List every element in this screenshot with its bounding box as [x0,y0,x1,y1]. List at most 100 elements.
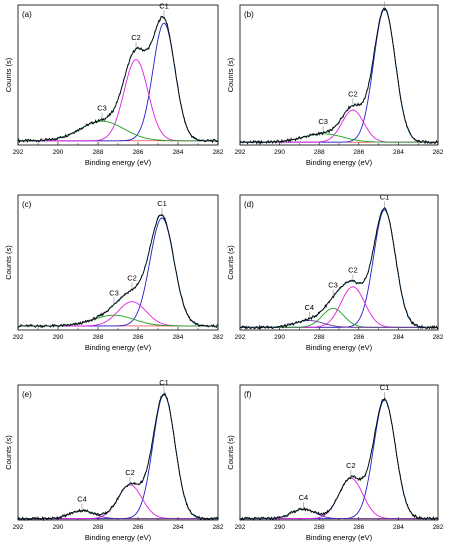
peak-label-c1: C1 [380,193,390,202]
envelope-curve [17,16,218,142]
x-tick-label: 284 [173,334,184,341]
x-tick-label: 290 [274,524,285,531]
x-tick-label: 290 [53,334,64,341]
x-tick-label: 282 [433,524,444,531]
peak-label-c2: C2 [348,89,358,98]
y-axis-label: Counts (s) [4,57,13,92]
x-tick-label: 292 [13,149,24,156]
peak-label-c3: C3 [328,281,338,290]
x-tick-label: 292 [13,524,24,531]
x-tick-label: 292 [13,334,24,341]
peak-label-c4: C4 [299,493,309,502]
peak-label-c2: C2 [131,33,141,42]
x-axis-label: Binding energy (eV) [85,158,152,167]
x-tick-label: 284 [393,524,404,531]
peak-label-c2: C2 [127,274,137,283]
plot-frame [239,384,439,521]
peak-curve-c2 [18,484,218,520]
y-axis-label: Counts (s) [226,57,235,92]
x-tick-label: 282 [433,149,444,156]
peak-curve-c4 [240,320,438,328]
peak-label-c2: C2 [348,265,358,274]
x-tick-label: 292 [235,524,246,531]
peak-curve-c3 [240,133,438,143]
x-axis-label: Binding energy (eV) [85,533,152,542]
peak-label-c4: C4 [305,303,315,312]
peak-curve-c3 [18,314,218,327]
panel-1: (b) Counts (s) 292 290 288 286 284 282 Binding e… [226,0,444,167]
measured-spectrum [17,15,219,144]
plot-frame [239,194,439,331]
measured-spectrum [17,392,219,522]
peak-curve-c3 [240,307,438,328]
x-tick-label: 288 [314,149,325,156]
peak-label-c1: C1 [380,383,390,392]
peak-curve-c1 [18,217,218,327]
x-tick-label: 288 [314,334,325,341]
envelope-curve [18,214,218,327]
peak-label-c1: C1 [380,0,390,2]
x-tick-label: 290 [53,524,64,531]
panel-label: (a) [22,10,32,19]
panel-label: (b) [244,10,254,19]
x-tick-label: 292 [235,149,246,156]
peak-label-c4: C4 [77,495,87,504]
y-axis-label: Counts (s) [226,435,235,470]
panel-5: (f) Counts (s) 292 290 288 286 284 282 Binding e… [226,383,444,542]
peak-curve-c1 [240,209,438,328]
y-axis-label: Counts (s) [4,435,13,470]
x-tick-label: 290 [53,149,64,156]
x-tick-label: 284 [393,149,404,156]
panel-label: (d) [244,200,254,209]
peak-curve-c4 [240,508,438,520]
x-tick-label: 286 [353,334,364,341]
peak-curve-c4 [18,510,218,520]
x-tick-label: 286 [133,524,144,531]
envelope-curve [240,398,438,520]
peak-label-c3: C3 [318,117,328,126]
peak-label-c1: C1 [159,378,169,387]
x-tick-label: 282 [213,334,224,341]
x-tick-label: 288 [93,524,104,531]
measured-spectrum [239,7,439,145]
peak-label-c2: C2 [125,468,135,477]
measured-spectrum [239,207,439,330]
panel-0: (a) Counts (s) 292 290 288 286 284 282 Binding e… [4,1,224,167]
x-tick-label: 284 [173,524,184,531]
panel-label: (f) [244,390,252,399]
x-tick-label: 290 [274,149,285,156]
peak-label-c2: C2 [346,461,356,470]
x-tick-label: 282 [213,149,224,156]
x-tick-label: 292 [235,334,246,341]
y-axis-label: Counts (s) [4,245,13,280]
peak-curve-c2 [240,286,438,328]
x-tick-label: 288 [93,334,104,341]
x-tick-label: 286 [353,524,364,531]
peak-curve-c1 [18,22,218,142]
peak-label-c3: C3 [97,104,107,113]
plot-frame [17,194,219,331]
peak-curve-c2 [240,109,438,143]
x-tick-label: 286 [133,149,144,156]
x-tick-label: 288 [314,524,325,531]
panel-label: (e) [22,390,32,399]
x-tick-label: 282 [433,334,444,341]
panel-3: (d) Counts (s) 292 290 288 286 284 282 Binding e… [226,193,444,352]
panel-2: (c) Counts (s) 292 290 288 286 284 282 Binding e… [4,194,224,352]
x-axis-label: Binding energy (eV) [306,158,373,167]
x-tick-label: 286 [133,334,144,341]
panel-label: (c) [22,200,32,209]
x-tick-label: 284 [173,149,184,156]
measured-spectrum [17,213,219,329]
panel-4: (e) Counts (s) 292 290 288 286 284 282 Binding e… [4,378,224,542]
peak-curve-c2 [240,477,438,520]
y-axis-label: Counts (s) [226,245,235,280]
x-axis-label: Binding energy (eV) [306,533,373,542]
plot-frame [239,4,439,146]
peak-label-c3: C3 [109,288,119,297]
peak-label-c1: C1 [157,199,167,208]
x-tick-label: 284 [393,334,404,341]
plot-frame [17,4,219,146]
